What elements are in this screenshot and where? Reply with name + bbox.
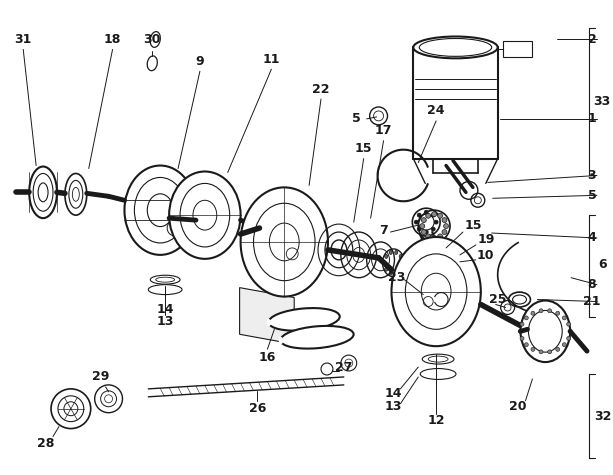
Ellipse shape (389, 271, 392, 275)
Ellipse shape (562, 343, 566, 347)
Ellipse shape (539, 309, 543, 313)
Circle shape (417, 213, 421, 217)
Text: 15: 15 (355, 142, 373, 155)
Text: 8: 8 (588, 278, 596, 291)
Ellipse shape (401, 261, 404, 265)
Ellipse shape (531, 311, 535, 315)
Text: 12: 12 (427, 414, 445, 427)
Ellipse shape (383, 261, 386, 265)
Ellipse shape (531, 347, 535, 351)
Text: 17: 17 (375, 124, 392, 137)
Circle shape (442, 229, 447, 235)
Ellipse shape (520, 301, 570, 362)
Text: 21: 21 (583, 295, 601, 308)
Text: 27: 27 (335, 361, 352, 373)
Text: 26: 26 (249, 402, 266, 415)
Ellipse shape (395, 250, 398, 255)
Ellipse shape (547, 309, 552, 313)
Ellipse shape (562, 316, 566, 320)
Ellipse shape (520, 322, 524, 326)
Text: 28: 28 (37, 437, 55, 450)
Text: 30: 30 (143, 33, 161, 46)
Polygon shape (240, 288, 294, 344)
Ellipse shape (547, 350, 552, 354)
Text: 5: 5 (352, 113, 361, 125)
Circle shape (51, 389, 91, 428)
Ellipse shape (556, 311, 560, 315)
Text: 29: 29 (92, 370, 109, 383)
Ellipse shape (524, 316, 528, 320)
Circle shape (420, 224, 425, 228)
Text: 22: 22 (312, 83, 330, 95)
Ellipse shape (399, 267, 402, 271)
Ellipse shape (399, 255, 402, 258)
Text: 24: 24 (427, 104, 445, 117)
Ellipse shape (524, 343, 528, 347)
Text: 14: 14 (156, 303, 174, 316)
Text: 13: 13 (156, 315, 174, 328)
Ellipse shape (389, 250, 392, 255)
Ellipse shape (385, 255, 388, 258)
Circle shape (425, 234, 431, 239)
Circle shape (432, 213, 435, 217)
Text: 4: 4 (588, 231, 596, 245)
Circle shape (414, 220, 418, 224)
Ellipse shape (268, 308, 340, 331)
Circle shape (438, 213, 443, 218)
Text: 20: 20 (509, 400, 527, 413)
Ellipse shape (566, 336, 571, 341)
Ellipse shape (539, 350, 543, 354)
Text: 3: 3 (588, 169, 596, 182)
Text: 9: 9 (196, 55, 204, 68)
Text: 14: 14 (385, 387, 402, 400)
Ellipse shape (280, 326, 354, 349)
Text: 19: 19 (477, 234, 495, 247)
Text: 16: 16 (259, 351, 276, 363)
Circle shape (432, 212, 436, 217)
Circle shape (417, 227, 421, 231)
Ellipse shape (395, 271, 398, 275)
Text: 11: 11 (262, 53, 280, 66)
Ellipse shape (519, 329, 522, 333)
Text: 32: 32 (594, 410, 612, 423)
Text: 33: 33 (593, 95, 611, 107)
Circle shape (432, 236, 436, 240)
Ellipse shape (392, 237, 481, 346)
Ellipse shape (568, 329, 572, 333)
Ellipse shape (556, 347, 560, 351)
Circle shape (424, 210, 428, 214)
Text: 31: 31 (15, 33, 32, 46)
Text: 2: 2 (588, 33, 596, 46)
Circle shape (421, 218, 426, 223)
Circle shape (425, 213, 431, 218)
Ellipse shape (385, 267, 388, 271)
Circle shape (444, 224, 449, 228)
Text: 6: 6 (598, 258, 607, 271)
Text: 25: 25 (489, 293, 506, 306)
Text: 10: 10 (477, 249, 495, 262)
Circle shape (432, 227, 435, 231)
Text: 18: 18 (104, 33, 121, 46)
Circle shape (421, 229, 426, 235)
Ellipse shape (566, 322, 571, 326)
Circle shape (434, 220, 438, 224)
Ellipse shape (241, 187, 328, 296)
Circle shape (424, 230, 428, 234)
Text: 7: 7 (379, 224, 388, 237)
Ellipse shape (520, 336, 524, 341)
Text: 15: 15 (464, 218, 482, 232)
Circle shape (438, 234, 443, 239)
Ellipse shape (124, 165, 196, 255)
Bar (503, 41, 533, 57)
Text: 1: 1 (588, 113, 596, 125)
Circle shape (442, 218, 447, 223)
Text: 23: 23 (388, 271, 405, 284)
Ellipse shape (169, 171, 241, 259)
Text: 5: 5 (588, 189, 596, 202)
Text: 13: 13 (385, 400, 402, 413)
